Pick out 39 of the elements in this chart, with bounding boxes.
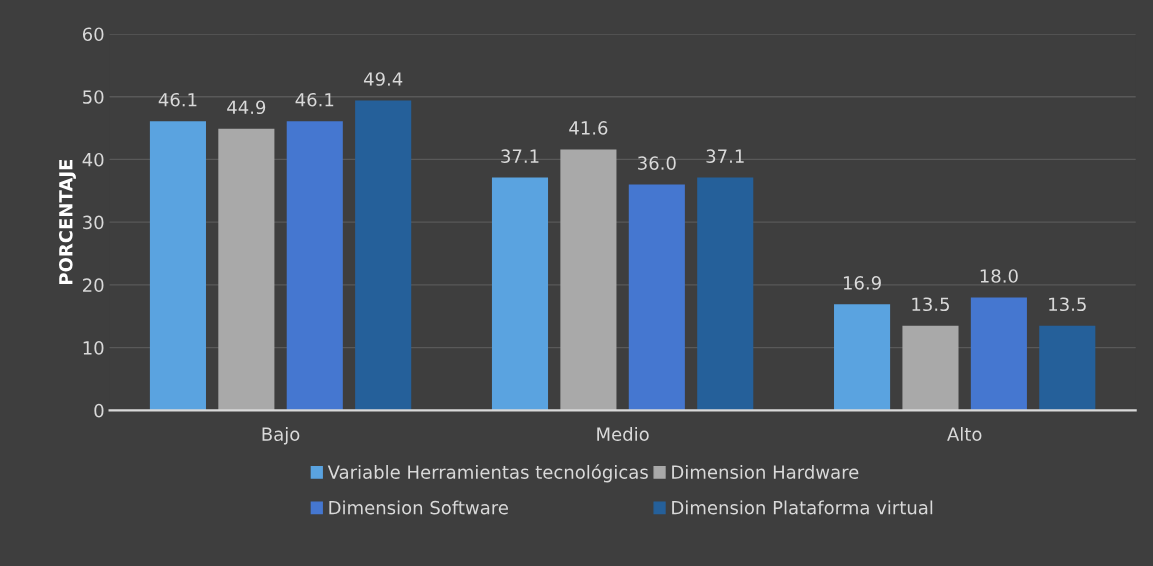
data-label: 13.5 xyxy=(1049,297,1086,312)
bar xyxy=(355,100,412,411)
y-tick-label: 30 xyxy=(83,215,104,230)
data-label: 41.6 xyxy=(569,121,608,135)
x-tick-label: Alto xyxy=(947,427,982,441)
legend-label: Dimension Plataforma virtual xyxy=(672,500,933,515)
bar xyxy=(560,149,617,411)
legend-label: Variable Herramientas tecnológicas xyxy=(327,464,648,483)
data-label: 18.0 xyxy=(980,269,1018,283)
y-tick-label: 0 xyxy=(94,403,104,418)
y-axis-title: PORCENTAJE xyxy=(58,159,76,285)
bar xyxy=(218,128,275,411)
data-label: 44.9 xyxy=(227,100,266,115)
data-label: 46.1 xyxy=(158,92,197,107)
bar xyxy=(697,177,754,411)
data-label: 16.9 xyxy=(843,276,881,290)
data-label: 37.1 xyxy=(706,149,744,164)
bar xyxy=(149,121,206,411)
bar xyxy=(1039,325,1096,411)
data-label: 46.1 xyxy=(295,92,334,107)
data-label: 13.5 xyxy=(912,297,949,312)
bar xyxy=(834,304,891,411)
data-label: 36.0 xyxy=(638,156,676,170)
bar xyxy=(628,184,685,411)
x-tick-label: Bajo xyxy=(262,427,300,445)
y-tick-label: 20 xyxy=(83,278,104,292)
data-label: 37.1 xyxy=(501,149,539,164)
legend-label: Dimension Software xyxy=(329,500,508,515)
y-tick-label: 60 xyxy=(82,27,104,42)
bar xyxy=(491,177,549,411)
y-tick-label: 10 xyxy=(83,341,104,355)
y-tick-label: 50 xyxy=(83,90,104,104)
legend-label: Dimension Hardware xyxy=(672,464,859,479)
data-label: 49.4 xyxy=(363,72,403,86)
bar xyxy=(286,121,343,411)
x-tick-label: Medio xyxy=(597,427,649,441)
y-tick-label: 40 xyxy=(82,152,104,167)
bar xyxy=(970,297,1027,411)
bar xyxy=(902,325,959,411)
